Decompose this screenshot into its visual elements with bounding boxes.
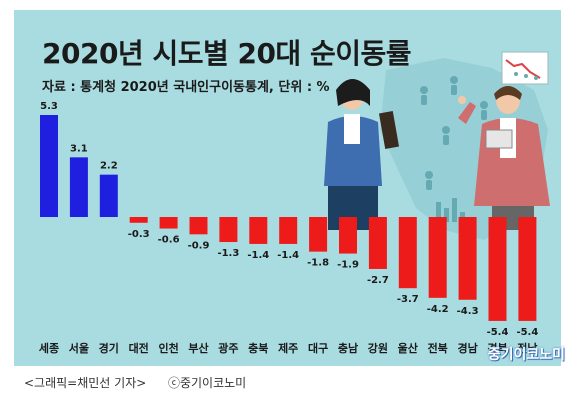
chart-subtitle: 자료 : 통계청 2020년 국내인구이동통계, 단위 : % <box>42 80 330 95</box>
category-label-울산: 울산 <box>398 341 418 355</box>
publisher-watermark: 중기이코노미 <box>487 347 565 363</box>
category-label-세종: 세종 <box>39 341 59 355</box>
value-label-전북: -4.2 <box>427 304 449 315</box>
trend-sign-icon <box>501 51 549 85</box>
value-label-세종: 5.3 <box>40 101 58 112</box>
bar-충북 <box>249 217 268 244</box>
bar-광주 <box>219 217 238 243</box>
category-label-충남: 충남 <box>338 341 358 355</box>
category-label-서울: 서울 <box>69 341 89 355</box>
category-label-대구: 대구 <box>308 341 328 355</box>
category-label-강원: 강원 <box>368 341 388 355</box>
value-label-경북: -5.4 <box>487 327 509 338</box>
bar-제주 <box>279 217 298 244</box>
category-label-전북: 전북 <box>428 341 448 355</box>
bar-경북 <box>488 217 507 321</box>
bar-경남 <box>458 217 477 300</box>
figure-caption: <그래픽=채민선 기자> ⓒ중기이코노미 <box>24 374 246 391</box>
bar-충남 <box>339 217 357 254</box>
value-label-서울: 3.1 <box>70 143 88 154</box>
category-label-경기: 경기 <box>99 341 119 355</box>
bar-대전 <box>129 217 148 223</box>
bar-전남 <box>518 217 537 321</box>
category-label-경남: 경남 <box>457 341 477 355</box>
copyright-notice: ⓒ중기이코노미 <box>167 376 247 390</box>
value-label-전남: -5.4 <box>516 327 538 338</box>
value-label-울산: -3.7 <box>397 294 419 305</box>
value-label-대구: -1.8 <box>307 258 329 269</box>
value-label-부산: -0.9 <box>188 240 210 251</box>
category-label-경북: 경북 <box>487 341 507 355</box>
population-icons <box>420 76 518 200</box>
value-label-충북: -1.4 <box>247 250 269 261</box>
category-label-부산: 부산 <box>188 341 208 355</box>
category-label-인천: 인천 <box>158 341 178 355</box>
chart-title: 2020년 시도별 20대 순이동률 <box>42 37 411 70</box>
bar-전북 <box>428 217 447 298</box>
value-label-광주: -1.3 <box>217 248 239 259</box>
category-label-광주: 광주 <box>218 342 238 355</box>
bar-강원 <box>368 217 387 269</box>
category-label-전남: 전남 <box>517 341 537 355</box>
background-illustration <box>324 51 550 240</box>
bar-서울 <box>69 157 88 217</box>
value-label-경남: -4.3 <box>457 306 479 317</box>
value-label-충남: -1.9 <box>337 260 359 271</box>
bar-세종 <box>40 115 58 217</box>
bar-부산 <box>189 217 208 235</box>
category-label-제주: 제주 <box>278 341 298 355</box>
bar-경기 <box>99 174 118 217</box>
category-label-대전: 대전 <box>129 341 149 355</box>
bar-울산 <box>398 217 417 289</box>
person-thinking-illustration <box>324 79 400 230</box>
bar-chart: 5.3 세종 3.1 서울 2.2 경기 -0.3 대전 -0.6 인천 -0.9 부산 -1.3 광주 -… <box>39 101 538 355</box>
value-label-대전: -0.3 <box>128 229 150 240</box>
value-label-제주: -1.4 <box>277 250 299 261</box>
value-label-인천: -0.6 <box>158 235 180 246</box>
value-label-경기: 2.2 <box>100 161 118 172</box>
bar-대구 <box>309 217 328 252</box>
bar-인천 <box>159 217 178 229</box>
category-label-충북: 충북 <box>248 341 268 355</box>
graphic-credit: <그래픽=채민선 기자> <box>24 376 147 390</box>
value-label-강원: -2.7 <box>367 275 389 286</box>
